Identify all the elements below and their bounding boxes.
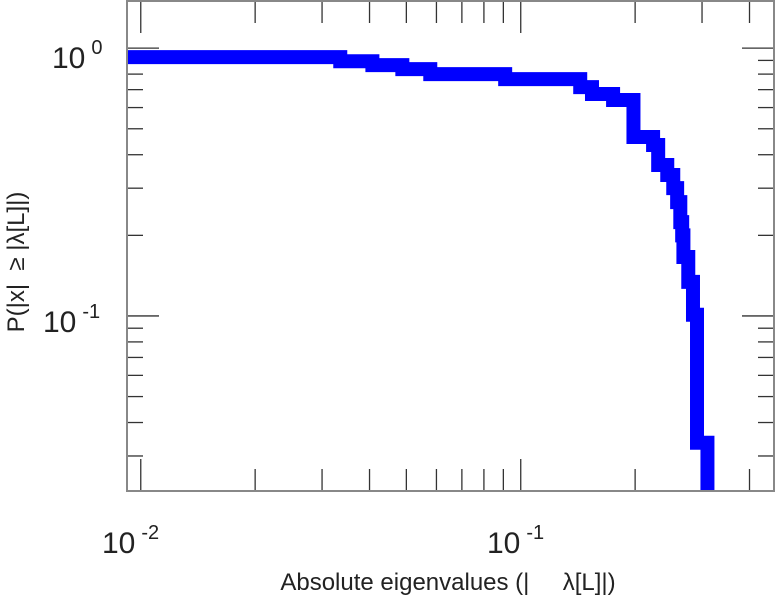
y-axis-label: P(|x| ≥ |λ[L]|) xyxy=(3,192,30,333)
x-tick-label-0.1: 10 -1 xyxy=(487,522,544,560)
x-tick-label-0.01: 10 -2 xyxy=(102,522,159,560)
plot-frame xyxy=(126,0,775,492)
y-tick-label-0.1: 10 -1 xyxy=(43,301,100,339)
ccdf-step-line xyxy=(127,50,715,491)
y-tick-label-1: 10 0 xyxy=(52,37,103,75)
x-axis-label: Absolute eigenvalues (| λ[L]|) xyxy=(280,569,615,596)
